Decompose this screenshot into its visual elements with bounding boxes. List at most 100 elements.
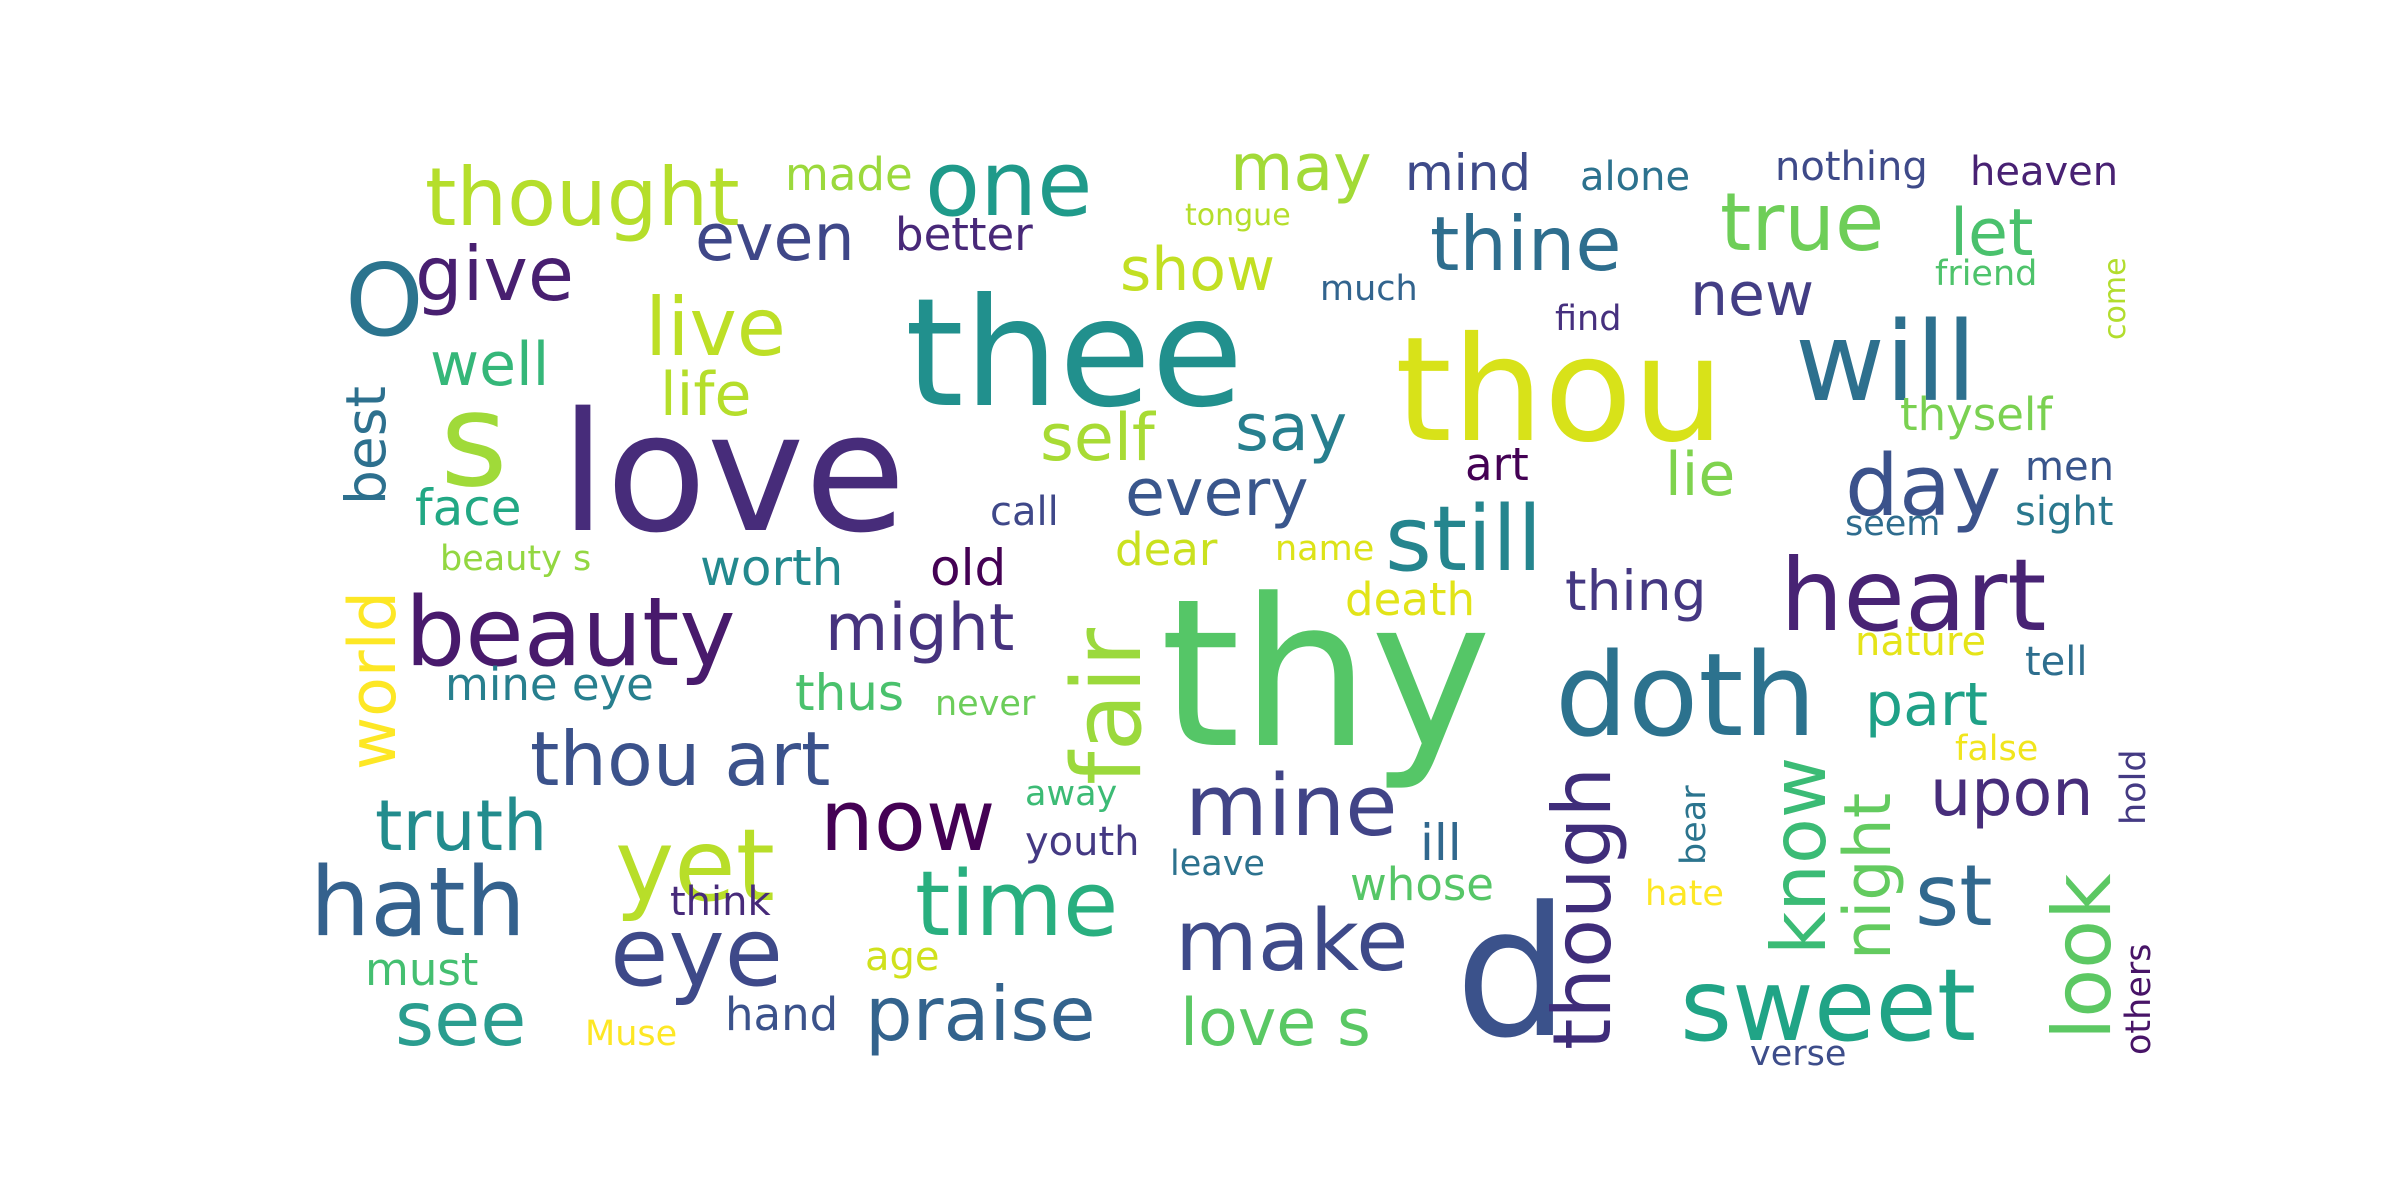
cloud-word: truth <box>375 785 547 867</box>
cloud-word: false <box>1955 729 2038 769</box>
cloud-word: verse <box>1750 1034 1846 1074</box>
cloud-word: youth <box>1025 819 1140 865</box>
cloud-word: yet <box>615 807 775 924</box>
cloud-word: sweet <box>1680 947 1976 1064</box>
cloud-word: love s <box>1180 986 1371 1061</box>
cloud-word: thus <box>795 664 904 722</box>
cloud-word: sight <box>2015 489 2113 535</box>
cloud-word: whose <box>1350 858 1494 911</box>
cloud-word: thee <box>905 267 1243 441</box>
cloud-word: s <box>440 364 508 516</box>
cloud-word: eye <box>610 898 783 1008</box>
cloud-word: true <box>1720 176 1884 269</box>
cloud-word: age <box>865 934 940 980</box>
cloud-word: come <box>2098 257 2133 340</box>
cloud-word: life <box>660 360 751 430</box>
cloud-word: hath <box>310 848 526 958</box>
cloud-word: know <box>1755 757 1843 955</box>
cloud-word: face <box>415 479 522 537</box>
cloud-word: even <box>695 201 855 276</box>
cloud-word: heaven <box>1970 149 2118 195</box>
cloud-word: now <box>820 772 995 871</box>
cloud-word: doth <box>1555 629 1816 763</box>
cloud-word: lie <box>1665 440 1735 510</box>
cloud-word: heart <box>1780 537 2047 654</box>
cloud-word: night <box>1831 793 1906 960</box>
cloud-word: much <box>1320 269 1418 309</box>
cloud-word: see <box>395 975 526 1063</box>
cloud-word: d <box>1455 869 1569 1078</box>
cloud-word: time <box>915 852 1118 957</box>
cloud-word: away <box>1025 774 1117 814</box>
cloud-word: others <box>2119 944 2159 1055</box>
cloud-word: one <box>925 132 1092 237</box>
cloud-word: mine eye <box>445 658 654 711</box>
cloud-word: thou <box>1395 306 1724 475</box>
cloud-word: give <box>415 230 574 318</box>
cloud-word: hand <box>725 988 838 1041</box>
cloud-word: nothing <box>1775 144 1928 190</box>
cloud-word: thou art <box>530 715 830 803</box>
cloud-word: never <box>935 684 1036 724</box>
cloud-word: must <box>365 943 478 996</box>
cloud-word: beauty s <box>440 539 591 579</box>
cloud-word: thing <box>1565 559 1706 623</box>
cloud-word: praise <box>865 970 1095 1058</box>
cloud-word: call <box>990 489 1059 535</box>
cloud-word: make <box>1175 892 1408 991</box>
cloud-word: friend <box>1935 254 2037 294</box>
cloud-word: leave <box>1170 844 1265 884</box>
cloud-word: world <box>336 591 411 770</box>
cloud-word: beauty <box>405 578 736 688</box>
cloud-word: better <box>895 208 1033 261</box>
cloud-word: fair <box>1053 627 1163 785</box>
cloud-word: seem <box>1845 504 1940 544</box>
cloud-word: tongue <box>1185 198 1291 233</box>
cloud-word: st <box>1915 847 1993 946</box>
cloud-word: let <box>1950 196 2034 271</box>
cloud-word: hold <box>2114 749 2154 825</box>
cloud-word: name <box>1275 529 1374 569</box>
cloud-word: bear <box>1674 785 1714 865</box>
cloud-word: tell <box>2025 639 2088 685</box>
cloud-word: mine <box>1185 757 1398 856</box>
cloud-word: find <box>1555 299 1621 339</box>
cloud-word: look <box>2036 873 2129 1040</box>
cloud-word: may <box>1230 131 1372 206</box>
cloud-word: O <box>345 242 424 359</box>
cloud-word: might <box>825 591 1014 666</box>
cloud-word: art <box>1465 438 1529 491</box>
cloud-word: say <box>1235 391 1347 466</box>
cloud-word: thought <box>425 151 740 244</box>
cloud-word: hate <box>1645 874 1724 914</box>
cloud-word: ill <box>1420 814 1462 872</box>
cloud-word: still <box>1385 487 1542 592</box>
cloud-word: best <box>334 386 398 505</box>
cloud-word: live <box>645 281 786 374</box>
cloud-word: made <box>785 148 913 201</box>
cloud-word: worth <box>700 539 843 597</box>
cloud-word: new <box>1690 260 1814 330</box>
cloud-word: part <box>1865 670 1988 740</box>
cloud-word: think <box>670 879 772 925</box>
cloud-word: will <box>1795 298 1977 426</box>
cloud-word: every <box>1125 456 1309 531</box>
cloud-word: old <box>930 539 1006 597</box>
cloud-word: self <box>1040 401 1157 476</box>
cloud-word: Muse <box>585 1014 677 1054</box>
cloud-word: love <box>560 377 906 569</box>
cloud-word: well <box>430 330 549 400</box>
cloud-word: alone <box>1580 154 1690 200</box>
cloud-word: thy <box>1160 556 1492 794</box>
cloud-word: nature <box>1855 619 1986 665</box>
cloud-word: men <box>2025 444 2114 490</box>
cloud-word: though <box>1536 767 1629 1050</box>
cloud-word: dear <box>1115 523 1218 576</box>
cloud-word: mind <box>1405 144 1531 202</box>
cloud-word: thine <box>1430 200 1621 288</box>
cloud-word: death <box>1345 573 1475 626</box>
cloud-word: show <box>1120 235 1275 305</box>
cloud-word: day <box>1845 437 2001 536</box>
cloud-word: upon <box>1930 756 2093 831</box>
